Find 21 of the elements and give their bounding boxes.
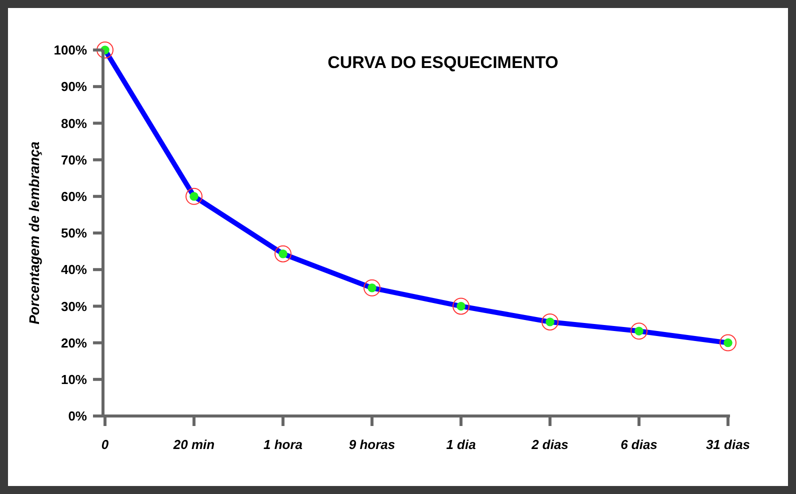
y-tick-label: 100% (54, 42, 88, 58)
x-tick-label: 6 dias (620, 437, 658, 452)
y-tick-label: 30% (60, 298, 88, 314)
y-tick-label: 40% (60, 262, 88, 278)
x-tick-label: 31 dias (706, 437, 750, 452)
y-tick-label: 50% (60, 226, 88, 241)
y-tick-label: 70% (60, 152, 88, 168)
y-tick-label: 0% (68, 408, 88, 424)
x-tick-label: 20 min (172, 437, 215, 452)
x-tick-label: 2 dias (530, 437, 568, 452)
y-tick-label: 60% (60, 188, 88, 204)
x-tick-label: 9 horas (348, 437, 396, 452)
y-tick-label: 80% (60, 116, 88, 131)
x-tick-label: 0 (101, 437, 110, 452)
y-tick-label: 90% (60, 79, 88, 94)
y-axis-title: Porcentagem de lembrança (26, 141, 42, 324)
y-tick-label: 10% (60, 372, 88, 387)
x-tick-label: 1 dia (446, 437, 476, 452)
y-tick-label: 20% (60, 335, 88, 350)
x-tick-label: 1 hora (263, 437, 303, 452)
chart-title: CURVA DO ESQUECIMENTO (328, 53, 558, 72)
